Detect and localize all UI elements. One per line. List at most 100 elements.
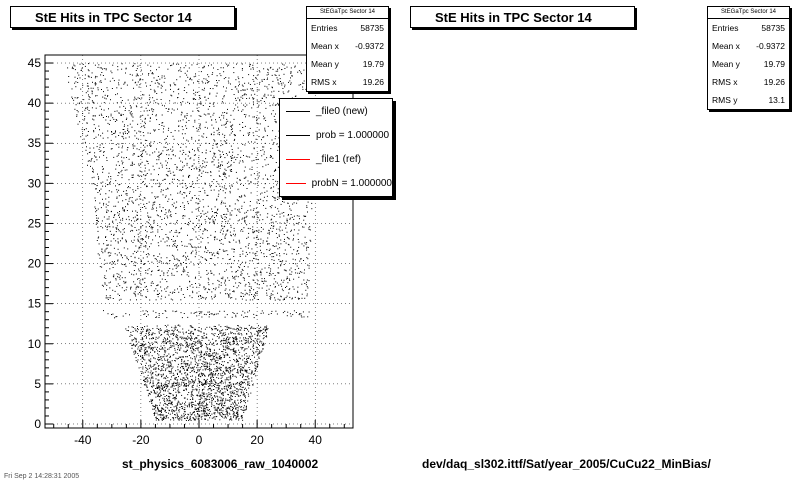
data-point	[226, 353, 228, 355]
data-point	[191, 165, 193, 167]
data-point	[97, 237, 99, 239]
data-point	[234, 396, 236, 397]
data-point	[280, 82, 282, 84]
data-point	[98, 125, 100, 127]
data-point	[104, 259, 106, 261]
data-point	[145, 234, 147, 236]
data-point	[185, 153, 187, 155]
data-point	[204, 405, 206, 407]
data-point	[160, 345, 162, 347]
data-point	[260, 193, 261, 195]
data-point	[184, 413, 186, 415]
data-point	[244, 342, 246, 344]
data-point	[240, 90, 242, 92]
data-point	[284, 249, 286, 251]
data-point	[139, 282, 141, 284]
data-point	[165, 138, 167, 139]
data-point	[219, 292, 221, 294]
data-point	[173, 343, 175, 345]
data-point	[178, 232, 180, 234]
data-point	[247, 362, 249, 363]
data-point	[166, 343, 167, 345]
data-point	[177, 384, 179, 386]
data-point	[276, 254, 278, 256]
data-point	[99, 144, 101, 146]
data-point	[176, 352, 178, 354]
data-point	[238, 332, 240, 334]
data-point	[258, 229, 260, 231]
data-point	[198, 409, 200, 411]
data-point	[177, 358, 179, 359]
data-point	[198, 360, 200, 362]
data-point	[257, 123, 259, 125]
data-point	[159, 386, 161, 388]
data-point	[258, 136, 260, 138]
data-point	[190, 338, 192, 339]
data-point	[106, 270, 107, 272]
data-point	[183, 382, 185, 384]
data-point	[283, 222, 285, 224]
data-point	[144, 146, 146, 148]
data-point	[106, 157, 108, 159]
data-point	[195, 253, 197, 255]
data-point	[179, 392, 181, 394]
data-point	[161, 166, 163, 168]
data-point	[232, 374, 234, 376]
data-point	[131, 197, 133, 198]
data-point	[159, 78, 161, 80]
data-point	[276, 228, 278, 230]
data-point	[171, 95, 173, 97]
data-point	[106, 244, 108, 246]
data-point	[266, 336, 268, 338]
data-point	[274, 119, 276, 120]
data-point	[146, 221, 148, 223]
data-point	[299, 272, 300, 274]
data-point	[222, 233, 224, 235]
data-point	[229, 391, 231, 393]
data-point	[214, 264, 216, 266]
data-point	[93, 130, 95, 132]
data-point	[258, 203, 260, 204]
data-point	[258, 338, 260, 340]
data-point	[225, 153, 227, 154]
data-point	[241, 110, 243, 112]
data-point	[110, 240, 112, 242]
data-point	[114, 121, 116, 122]
data-point	[212, 338, 214, 340]
data-point	[168, 388, 170, 390]
data-point	[253, 289, 255, 291]
data-point	[126, 256, 128, 258]
data-point	[199, 98, 201, 99]
data-point	[237, 90, 239, 92]
data-point	[97, 219, 98, 221]
data-point	[162, 388, 164, 389]
data-point	[159, 206, 161, 208]
data-point	[215, 370, 217, 372]
data-point	[190, 395, 192, 397]
data-point	[181, 358, 183, 360]
data-point	[162, 194, 164, 196]
data-point	[219, 239, 221, 241]
data-point	[233, 313, 235, 314]
data-point	[213, 416, 215, 418]
data-point	[191, 394, 193, 396]
data-point	[187, 101, 189, 103]
data-point	[132, 201, 134, 203]
data-point	[225, 370, 227, 372]
data-point	[147, 114, 149, 116]
data-point	[139, 84, 141, 86]
data-point	[232, 369, 234, 371]
data-point	[88, 76, 90, 78]
data-point	[262, 166, 264, 168]
data-point	[113, 80, 115, 82]
data-point	[291, 229, 292, 231]
data-point	[134, 257, 136, 259]
data-point	[191, 391, 193, 393]
data-point	[251, 361, 253, 363]
data-point	[196, 385, 198, 387]
data-point	[181, 338, 183, 340]
data-point	[159, 226, 161, 228]
data-point	[140, 163, 142, 165]
data-point	[209, 106, 211, 107]
data-point	[138, 155, 140, 157]
